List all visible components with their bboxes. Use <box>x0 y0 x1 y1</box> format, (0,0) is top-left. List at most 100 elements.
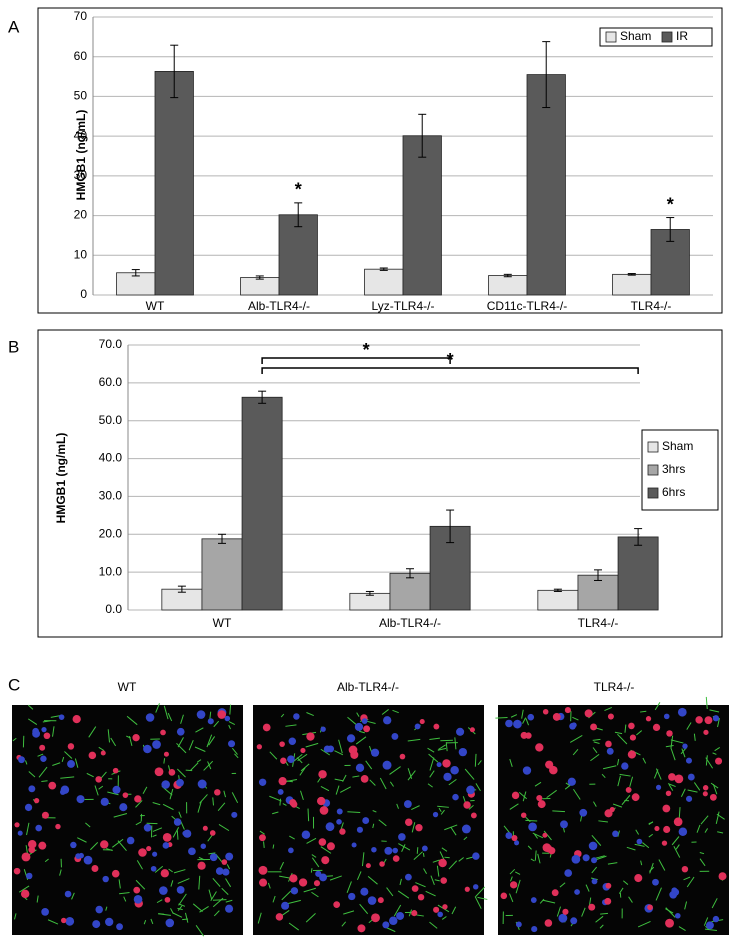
fiber <box>194 746 206 752</box>
fiber <box>168 868 173 873</box>
nucleus <box>377 897 384 904</box>
fiber <box>352 775 360 778</box>
nucleus <box>26 872 33 880</box>
fiber <box>119 892 130 895</box>
fiber <box>347 811 361 814</box>
nucleus <box>159 886 168 895</box>
fiber <box>474 896 482 909</box>
fiber <box>135 879 146 890</box>
nucleus <box>531 926 538 933</box>
fiber <box>123 896 127 902</box>
fiber <box>198 856 205 861</box>
nucleus <box>511 835 518 842</box>
fiber <box>136 860 143 870</box>
y-tick-label: 0 <box>80 287 87 301</box>
fiber <box>361 852 365 867</box>
fiber <box>203 760 214 771</box>
nucleus <box>674 774 684 784</box>
fiber <box>634 843 645 847</box>
bar <box>240 277 280 296</box>
nucleus <box>419 719 425 725</box>
fiber <box>616 758 620 766</box>
fiber <box>152 827 163 832</box>
nucleus <box>146 846 152 852</box>
fiber <box>110 737 117 747</box>
fiber <box>437 747 447 751</box>
nucleus <box>436 762 442 768</box>
nucleus <box>433 723 440 730</box>
fiber <box>306 837 317 844</box>
bar <box>526 74 566 296</box>
fiber <box>212 797 215 806</box>
nucleus <box>67 760 75 768</box>
nucleus <box>415 824 423 832</box>
nucleus <box>500 892 508 900</box>
fiber <box>334 778 344 782</box>
fiber <box>272 844 275 849</box>
fiber <box>367 720 376 724</box>
fiber <box>393 904 402 917</box>
fiber <box>334 750 344 756</box>
nucleus <box>463 801 471 809</box>
nucleus <box>209 853 218 862</box>
nucleus <box>562 908 569 915</box>
fiber <box>444 856 450 859</box>
fiber <box>118 879 121 889</box>
fiber <box>71 892 75 900</box>
fiber <box>212 899 227 901</box>
fiber <box>399 878 402 886</box>
nucleus <box>160 869 169 878</box>
nucleus <box>414 723 421 730</box>
nucleus <box>382 760 392 770</box>
nucleus <box>350 750 359 759</box>
fiber <box>622 880 629 885</box>
fiber <box>670 748 676 761</box>
fiber <box>573 788 581 800</box>
nucleus <box>536 794 543 802</box>
fiber <box>221 887 229 895</box>
y-tick-label: 10 <box>74 247 88 261</box>
nucleus <box>319 806 329 815</box>
fiber <box>407 768 413 779</box>
fiber <box>704 828 709 833</box>
fiber <box>593 741 600 744</box>
fiber <box>464 768 475 780</box>
fiber <box>569 735 583 743</box>
fiber <box>184 912 189 923</box>
nucleus <box>168 769 176 776</box>
error-bar <box>634 528 643 546</box>
nucleus <box>321 856 330 865</box>
nucleus <box>367 896 377 905</box>
x-tick-label: CD11c-TLR4-/- <box>487 299 567 313</box>
nucleus <box>661 840 668 846</box>
error-bar <box>406 568 414 579</box>
fiber <box>300 790 304 801</box>
fiber <box>612 803 623 808</box>
fiber <box>64 751 73 759</box>
fiber <box>300 763 310 772</box>
nucleus <box>363 725 371 733</box>
nucleus <box>515 921 522 928</box>
nucleus <box>83 855 93 865</box>
fiber <box>687 789 698 793</box>
fiber <box>150 918 154 925</box>
nucleus <box>417 893 425 901</box>
fiber <box>269 795 282 802</box>
nucleus <box>217 710 227 719</box>
fiber <box>407 738 421 742</box>
fiber <box>297 753 308 762</box>
fiber <box>389 766 401 775</box>
fiber <box>665 908 674 914</box>
nucleus <box>361 718 368 724</box>
fiber <box>74 758 79 768</box>
nucleus <box>466 785 475 795</box>
nucleus <box>88 751 97 760</box>
nucleus <box>399 753 406 760</box>
fiber <box>532 832 544 839</box>
y-tick-label: 0.0 <box>105 602 122 616</box>
fiber <box>441 916 447 920</box>
fiber <box>454 737 457 750</box>
nucleus <box>288 737 297 745</box>
nucleus <box>336 808 343 815</box>
nucleus <box>421 845 428 852</box>
